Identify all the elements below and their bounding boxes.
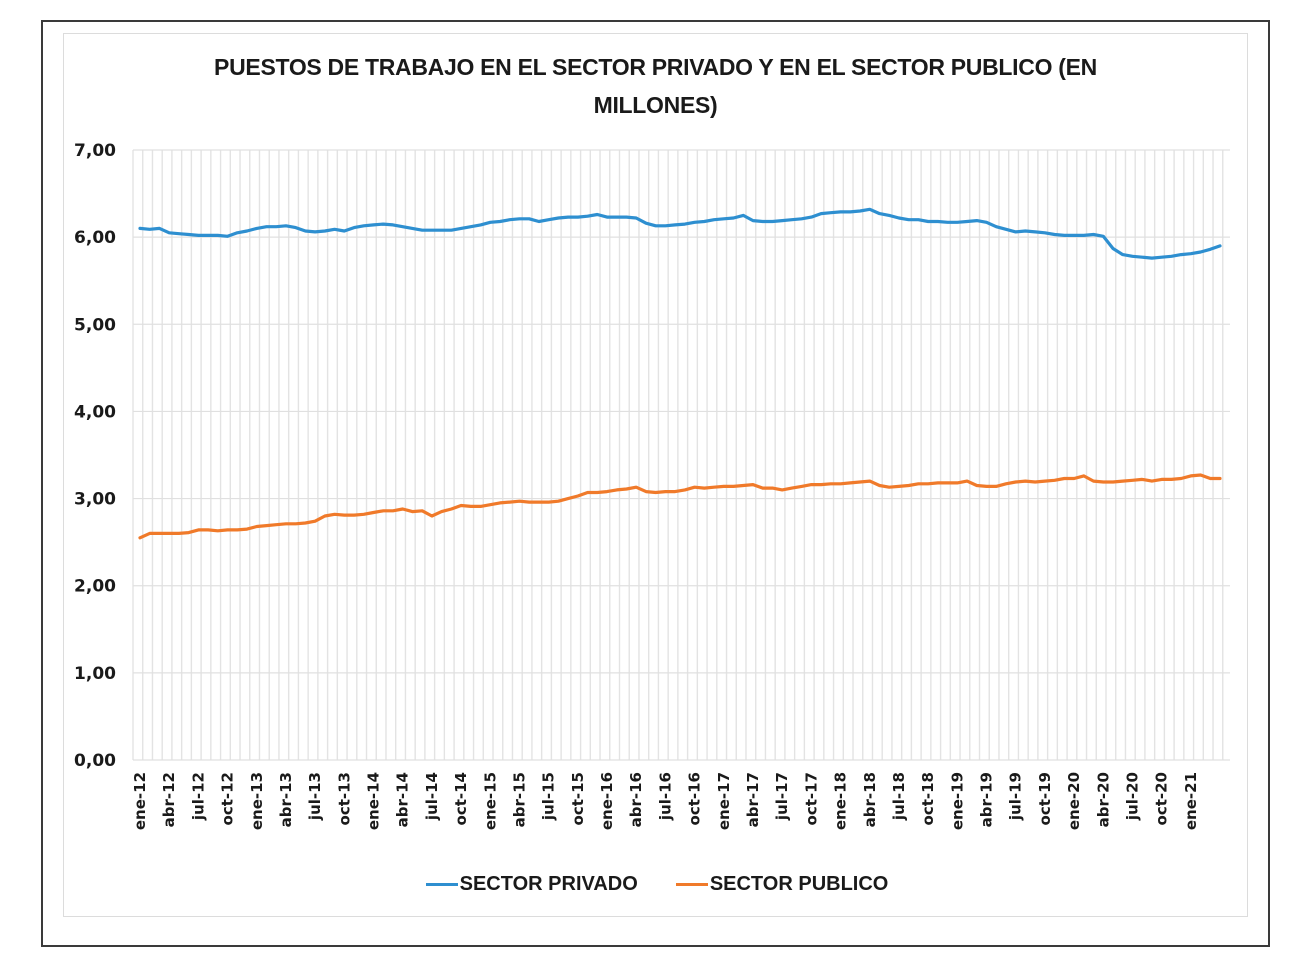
y-tick-label: 0,00 xyxy=(74,751,116,771)
x-tick-label: jul-13 xyxy=(306,772,324,821)
legend-swatch-sector-privado xyxy=(425,883,458,886)
series-lines xyxy=(138,207,1222,540)
x-tick-label: abr-16 xyxy=(627,772,645,827)
x-tick-label: abr-19 xyxy=(978,772,996,827)
vertical-gridlines xyxy=(132,150,1224,760)
x-tick-label: jul-18 xyxy=(890,772,908,821)
chart-title: PUESTOS DE TRABAJO EN EL SECTOR PRIVADO … xyxy=(63,48,1248,124)
x-tick-label: abr-17 xyxy=(744,772,762,827)
x-tick-label: ene-13 xyxy=(248,772,266,830)
x-tick-label: jul-16 xyxy=(656,772,674,821)
x-tick-label: oct-15 xyxy=(569,772,587,825)
chart-title-line-1: PUESTOS DE TRABAJO EN EL SECTOR PRIVADO … xyxy=(214,54,1097,80)
x-tick-label: abr-12 xyxy=(160,772,178,827)
x-tick-label: ene-20 xyxy=(1065,772,1083,830)
x-tick-label: abr-14 xyxy=(394,772,412,827)
x-tick-label: oct-14 xyxy=(452,772,470,825)
x-tick-label: abr-13 xyxy=(277,772,295,827)
x-tick-label: jul-12 xyxy=(189,772,207,821)
x-tick-label: abr-20 xyxy=(1094,772,1112,827)
x-tick-label: jul-20 xyxy=(1123,772,1141,821)
x-tick-label: oct-12 xyxy=(219,772,237,825)
y-tick-label: 7,00 xyxy=(74,141,116,161)
legend-item-sector-publico: SECTOR PUBLICO xyxy=(675,873,889,896)
y-tick-label: 5,00 xyxy=(74,315,116,335)
x-tick-label: jul-14 xyxy=(423,772,441,821)
y-tick-label: 6,00 xyxy=(74,228,116,248)
x-tick-label: oct-20 xyxy=(1153,772,1171,825)
x-tick-label: jul-19 xyxy=(1007,772,1025,821)
x-tick-label: oct-19 xyxy=(1036,772,1054,825)
x-tick-label: ene-14 xyxy=(365,772,383,830)
x-tick-label: oct-13 xyxy=(335,772,353,825)
legend-label-sector-publico: SECTOR PUBLICO xyxy=(709,873,889,895)
y-tick-label: 1,00 xyxy=(74,664,116,684)
x-tick-label: jul-15 xyxy=(540,772,558,821)
series-line-sector-privado xyxy=(138,207,1222,260)
legend-label-sector-privado: SECTOR PRIVADO xyxy=(459,873,638,895)
chart-area-border xyxy=(63,33,1248,917)
x-tick-label: oct-16 xyxy=(686,772,704,825)
x-tick-label: ene-15 xyxy=(481,772,499,830)
chart-title-line-2: MILLONES) xyxy=(593,92,718,118)
legend-item-sector-privado: SECTOR PRIVADO xyxy=(425,873,638,896)
x-tick-label: abr-15 xyxy=(510,772,528,827)
x-tick-label: ene-19 xyxy=(948,772,966,830)
x-tick-label: abr-18 xyxy=(861,772,879,827)
x-tick-label: ene-17 xyxy=(715,772,733,830)
y-tick-label: 4,00 xyxy=(74,402,116,422)
x-tick-label: ene-12 xyxy=(131,772,149,830)
x-tick-label: jul-17 xyxy=(773,772,791,821)
x-tick-label: ene-16 xyxy=(598,772,616,830)
x-tick-label: ene-18 xyxy=(832,772,850,830)
y-tick-label: 3,00 xyxy=(74,490,116,510)
y-tick-label: 2,00 xyxy=(74,577,116,597)
series-line-sector-publico xyxy=(138,473,1222,540)
x-tick-label: oct-18 xyxy=(919,772,937,825)
legend: SECTOR PRIVADO SECTOR PUBLICO xyxy=(0,873,1314,896)
legend-swatch-sector-publico xyxy=(675,883,708,886)
horizontal-gridlines xyxy=(133,149,1230,761)
x-tick-label: oct-17 xyxy=(802,772,820,825)
x-tick-label: ene-21 xyxy=(1182,772,1200,830)
x-axis-tick-labels: ene-12 abr-12 jul-12 oct-12 ene-13 abr-13 jul-… xyxy=(131,772,1200,830)
y-axis-tick-labels: 0,00 1,00 2,00 3,00 4,00 5,00 6,00 7,00 xyxy=(74,141,116,771)
